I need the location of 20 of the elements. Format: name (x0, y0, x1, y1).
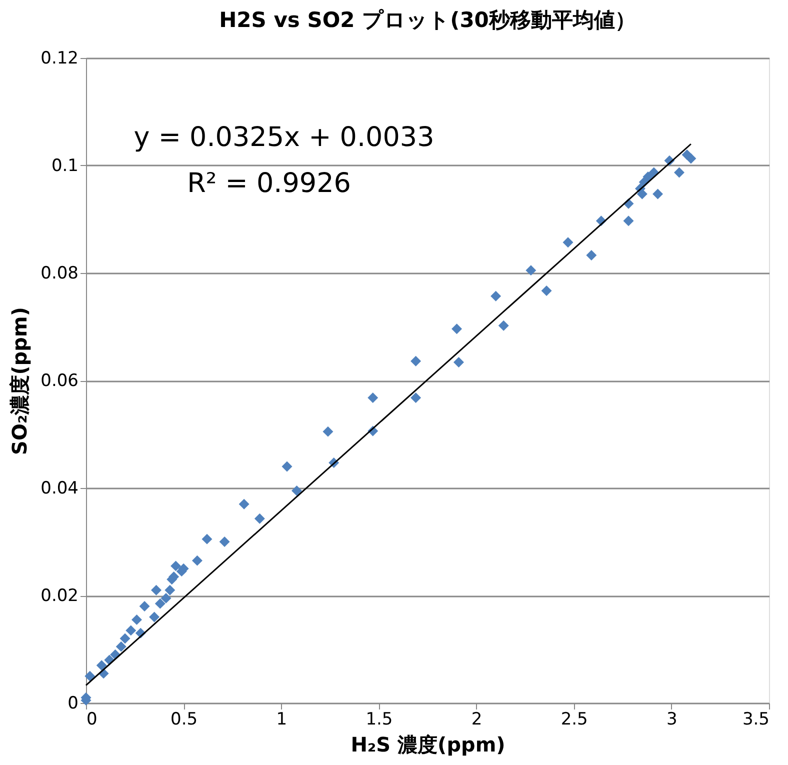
y-tick-label: 0.06 (40, 371, 78, 391)
annotation: y = 0.0325x + 0.0033 (134, 122, 434, 153)
x-tick-label: 0 (86, 710, 98, 730)
x-tick-label: 1 (276, 710, 288, 730)
x-axis-title: H₂S 濃度(ppm) (350, 732, 506, 756)
y-tick-label: 0 (68, 694, 78, 714)
annotation: R² = 0.9926 (187, 168, 351, 199)
y-tick-label: 0.04 (40, 478, 78, 498)
y-tick-label: 0.12 (40, 48, 78, 68)
y-tick-label: 0.08 (40, 264, 78, 284)
chart-title: H2S vs SO2 プロット(30秒移動平均値） (219, 8, 636, 32)
y-tick-label: 0.1 (51, 156, 78, 176)
x-tick-label: 2 (471, 710, 482, 730)
x-tick-label: 3.5 (742, 710, 770, 730)
x-tick-label: 0.5 (170, 710, 198, 730)
y-axis-title: SO₂濃度(ppm) (8, 307, 32, 455)
x-tick-label: 2.5 (560, 710, 588, 730)
y-tick-label: 0.02 (40, 586, 78, 606)
x-tick-label: 1.5 (366, 710, 393, 730)
x-tick-label: 3 (666, 710, 678, 730)
